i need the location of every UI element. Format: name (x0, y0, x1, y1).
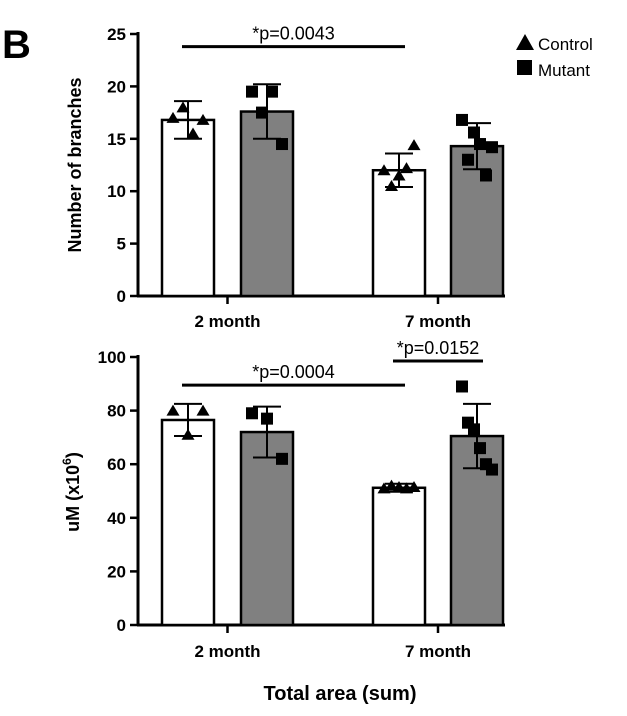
data-point-square (261, 412, 273, 425)
y-tick-label: 5 (117, 235, 126, 254)
triangle-icon (516, 34, 534, 50)
data-point-triangle (196, 404, 210, 416)
data-point-square (266, 85, 278, 98)
y-tick-label: 40 (107, 509, 126, 528)
y-tick-label: 20 (107, 562, 126, 581)
significance-label: *p=0.0152 (397, 338, 480, 358)
data-point-square (456, 380, 468, 393)
y-tick-label: 25 (107, 25, 126, 44)
data-point-triangle (385, 479, 398, 491)
data-point-triangle (186, 127, 200, 139)
data-point-triangle (176, 101, 190, 113)
square-icon (517, 60, 532, 75)
y-tick-label: 0 (117, 616, 126, 635)
y-tick-label: 15 (107, 130, 126, 149)
y-tick-label: 10 (107, 182, 126, 201)
branches-chart: 0 5 10 15 20 25 2 month 7 month *p=0.0043 (107, 24, 505, 331)
significance-label: *p=0.0043 (252, 24, 335, 44)
panel-label: B (2, 23, 31, 67)
x-tick-label: 7 month (405, 642, 471, 661)
legend: Control Mutant (516, 34, 593, 80)
significance-label: *p=0.0004 (252, 362, 335, 382)
legend-label-control: Control (538, 35, 593, 54)
data-point-triangle (392, 169, 406, 181)
data-point-square (276, 138, 288, 151)
x-tick-label: 2 month (194, 642, 260, 661)
y-tick-label: 100 (98, 348, 126, 367)
bar-control (160, 118, 216, 298)
legend-label-mutant: Mutant (538, 61, 590, 80)
x-tick-label: 7 month (405, 312, 471, 331)
data-point-triangle (181, 428, 195, 440)
bar-control (371, 168, 427, 298)
x-axis-title: Total area (sum) (264, 683, 417, 705)
data-point-triangle (166, 111, 180, 123)
data-point-square (468, 423, 480, 436)
y-tick-label: 60 (107, 455, 126, 474)
data-point-square (462, 153, 474, 166)
data-point-square (474, 442, 486, 455)
area-chart: 0 20 40 60 80 100 2 month 7 month *p=0.0004 *p=0.… (98, 338, 505, 661)
data-point-triangle (166, 404, 180, 416)
data-point-triangle (407, 480, 421, 492)
data-point-triangle (400, 162, 413, 174)
x-tick-label: 2 month (194, 312, 260, 331)
y-tick-label: 80 (107, 402, 126, 421)
data-point-square (474, 138, 486, 151)
bar-control (371, 486, 427, 627)
data-point-triangle (407, 139, 421, 151)
data-point-square (246, 85, 258, 98)
data-point-triangle (196, 113, 210, 125)
data-point-triangle (385, 179, 398, 191)
data-point-square (468, 126, 480, 139)
bar-control (160, 418, 216, 627)
y-tick-label: 0 (117, 287, 126, 306)
data-point-square (246, 407, 258, 420)
data-point-square (480, 169, 492, 182)
data-point-square (456, 113, 468, 126)
y-tick-label: 20 (107, 77, 126, 96)
data-point-triangle (392, 480, 406, 492)
data-point-square (276, 452, 288, 465)
data-point-square (486, 463, 498, 476)
data-point-square (256, 106, 268, 119)
y-axis-label-area: uM (x106) (60, 452, 83, 532)
bar-mutant (449, 144, 505, 298)
y-axis-label-branches: Number of branches (65, 77, 85, 252)
data-point-square (486, 141, 498, 154)
data-point-triangle (377, 164, 391, 176)
